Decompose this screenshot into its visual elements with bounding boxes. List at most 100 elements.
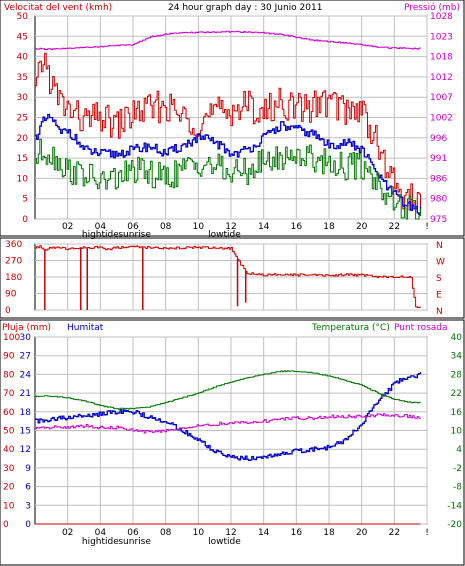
wind-x-marker-hightide: hightide — [82, 230, 119, 240]
humidity-tick-label: 18 — [20, 408, 32, 418]
rain-tick-label: 100 — [3, 333, 20, 343]
wind-x-tick-label: 14 — [258, 222, 270, 232]
climate-x-tick-label: 08 — [160, 528, 172, 538]
wind-tick-label: 35 — [17, 73, 28, 83]
temperature-tick-label: 28 — [451, 370, 463, 380]
rain-label: Pluja (mm) — [2, 323, 51, 333]
direction-grid — [35, 243, 428, 311]
climate-grid — [35, 336, 428, 525]
climate-series — [35, 370, 422, 525]
wind-tick-label: 40 — [17, 53, 29, 63]
series-line-gust — [35, 52, 421, 212]
pressure-tick-label: 1012 — [430, 73, 453, 83]
humidity-tick-label: 0 — [25, 520, 31, 530]
humidity-tick-label: 15 — [20, 427, 31, 437]
climate-x-tick-label: 20 — [356, 528, 368, 538]
climate-x-tick-label: 02 — [62, 528, 73, 538]
temperature-tick-label: 4 — [456, 445, 462, 455]
compass-tick-label: E — [436, 291, 442, 301]
wind-tick-label: 0 — [22, 215, 28, 225]
temperature-tick-label: -20 — [447, 520, 462, 530]
series-line-pressure — [35, 30, 421, 51]
rain-tick-label: 90 — [3, 352, 15, 362]
series-line-punt-rosada — [35, 413, 421, 434]
temperature-tick-label: -8 — [453, 483, 462, 493]
wind-x-tick-label: 18 — [323, 222, 335, 232]
pressure-tick-label: 1023 — [430, 32, 453, 42]
rain-tick-label: 80 — [3, 370, 15, 380]
humidity-tick-label: 9 — [25, 464, 31, 474]
pressure-tick-label: 1002 — [430, 114, 453, 124]
direction-tick-label: 180 — [5, 273, 22, 283]
series-line-humitat — [35, 372, 422, 462]
temperature-tick-label: 34 — [451, 352, 463, 362]
wind-tick-label: 15 — [17, 154, 28, 164]
rain-tick-label: 70 — [3, 389, 15, 399]
wind-x-tick-label: 16 — [291, 222, 303, 232]
direction-tick-label: 360 — [5, 240, 22, 250]
rain-tick-label: 20 — [3, 483, 15, 493]
temperature-tick-label: -2 — [453, 464, 462, 474]
wind-series — [35, 30, 422, 220]
rain-tick-label: 10 — [3, 501, 15, 511]
wind-tick-label: 50 — [17, 12, 29, 22]
wind-x-tick-label: 10 — [193, 222, 205, 232]
temperature-tick-label: 10 — [451, 427, 463, 437]
direction-tick-label: 90 — [5, 290, 17, 300]
wind-chart-title: 24 hour graph day : 30 Junio 2011 — [168, 3, 322, 13]
compass-tick-label: S — [436, 274, 442, 284]
wind-x-marker-sunrise: sunrise — [118, 230, 151, 240]
wind-x-tick-label: ! — [425, 222, 429, 232]
compass-tick-label: W — [436, 258, 445, 268]
rain-tick-label: 40 — [3, 445, 15, 455]
pressure-tick-label: 986 — [430, 174, 447, 184]
dewpoint-label: Punt rosada — [394, 323, 448, 333]
compass-tick-label: N — [436, 241, 443, 251]
pressure-tick-label: 975 — [430, 215, 447, 225]
climate-x-tick-label: 18 — [323, 528, 335, 538]
wind-tick-label: 30 — [17, 93, 29, 103]
climate-x-marker-sunrise: sunrise — [118, 537, 151, 547]
humidity-tick-label: 30 — [20, 333, 32, 343]
climate-x-marker-hightide: hightide — [82, 537, 119, 547]
direction-series — [35, 245, 421, 310]
climate-x-tick-label: 14 — [258, 528, 270, 538]
humidity-tick-label: 12 — [20, 445, 31, 455]
direction-panel-frame — [0, 237, 465, 319]
pressure-tick-label: 991 — [430, 154, 447, 164]
temperature-tick-label: 40 — [451, 333, 463, 343]
climate-x-tick-label: 10 — [193, 528, 205, 538]
wind-panel-frame — [0, 0, 465, 237]
wind-tick-label: 10 — [17, 174, 29, 184]
humidity-label: Humitat — [67, 323, 104, 333]
humidity-tick-label: 24 — [20, 370, 32, 380]
pressure-tick-label: 1018 — [430, 53, 453, 63]
direction-tick-label: 0 — [5, 306, 11, 316]
pressure-tick-label: 1028 — [430, 12, 453, 22]
humidity-tick-label: 27 — [20, 352, 31, 362]
series-line-minimum — [35, 138, 421, 220]
temperature-tick-label: 16 — [451, 408, 463, 418]
climate-axis-ticks: 0 0 -20 10 3 -14 20 6 -8 30 9 -2 40 12 4 50 15 10 60 18 16 70… — [3, 333, 462, 547]
wind-left-label: Velocitat del vent (kmh) — [4, 3, 112, 13]
wind-x-tick-label: 04 — [95, 222, 107, 232]
direction-tick-label: 270 — [5, 257, 22, 267]
wind-x-tick-label: 12 — [225, 222, 236, 232]
climate-x-marker-lowtide: lowtide — [208, 537, 241, 547]
wind-x-tick-label: 20 — [356, 222, 368, 232]
rain-tick-label: 50 — [3, 427, 15, 437]
climate-x-tick-label: 06 — [127, 528, 139, 538]
wind-x-marker-lowtide: lowtide — [208, 230, 241, 240]
wind-x-tick-label: 22 — [389, 222, 400, 232]
series-line-direction — [35, 245, 421, 308]
climate-x-tick-label: 12 — [225, 528, 236, 538]
climate-x-tick-label: 04 — [95, 528, 107, 538]
series-line-average — [35, 113, 422, 216]
climate-x-tick-label: 22 — [389, 528, 400, 538]
humidity-tick-label: 21 — [20, 389, 31, 399]
humidity-tick-label: 3 — [25, 501, 31, 511]
temperature-tick-label: -14 — [447, 501, 462, 511]
pressure-tick-label: 980 — [430, 195, 447, 205]
humidity-tick-label: 6 — [25, 483, 31, 493]
